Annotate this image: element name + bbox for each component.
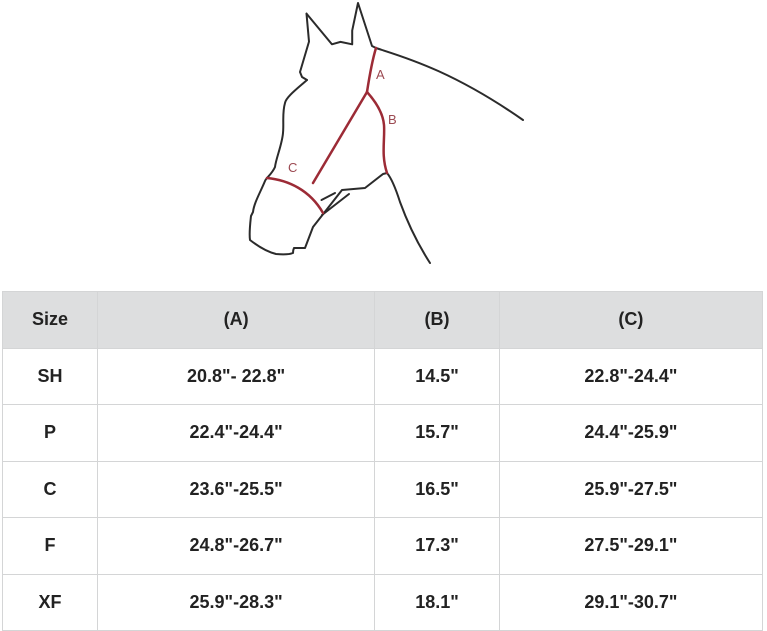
svg-text:A: A xyxy=(376,67,385,82)
svg-text:C: C xyxy=(288,160,297,175)
svg-text:B: B xyxy=(388,112,397,127)
